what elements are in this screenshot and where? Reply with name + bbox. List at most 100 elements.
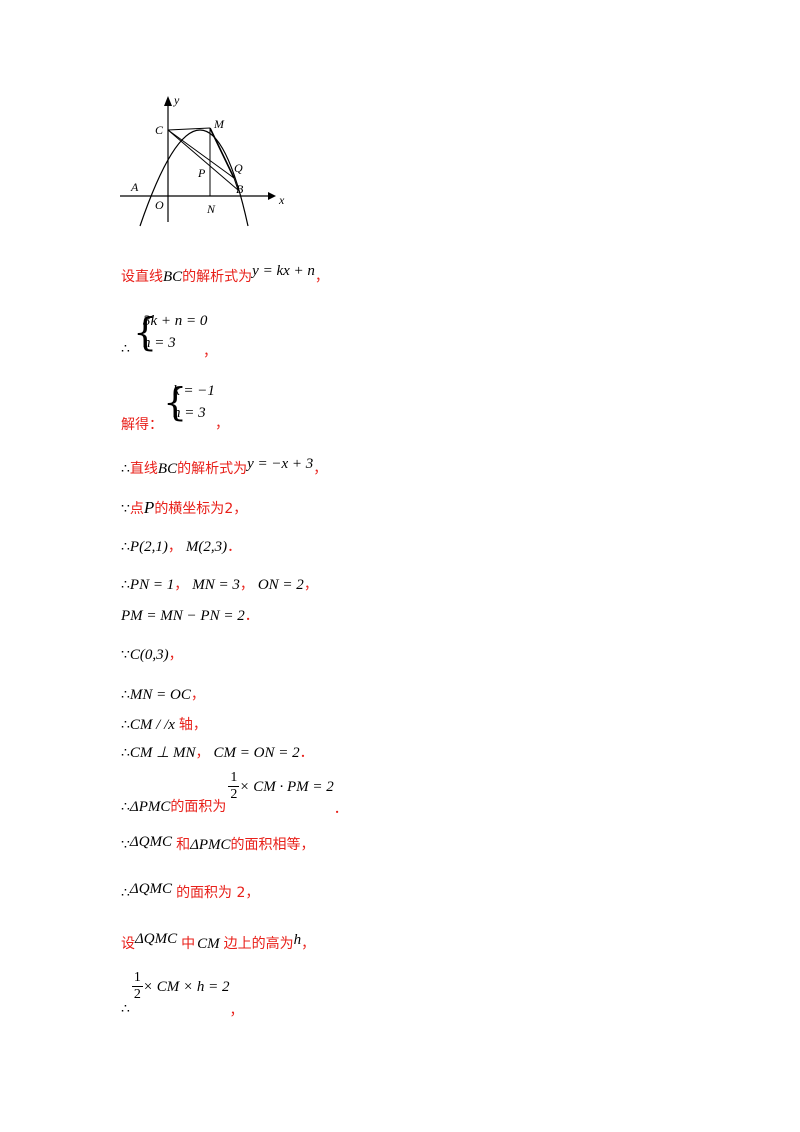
punct: ， [301, 936, 316, 952]
therefore-symbol: ∴ [121, 745, 130, 761]
text: 设 [121, 936, 135, 952]
text: 的面积为 2， [176, 885, 260, 901]
text: 的面积为 [170, 799, 227, 815]
punct: ． [299, 745, 314, 761]
math: ΔQMC [129, 881, 173, 897]
math: PM = MN − PN = 2 [121, 608, 245, 624]
text: 解得： [121, 417, 163, 433]
label-c: C [155, 123, 164, 137]
line-15: ∴ΔQMC 的面积为 2， [121, 881, 260, 902]
therefore-symbol: ∴ [121, 799, 130, 815]
text: 中 [181, 936, 196, 952]
equation: 3k + n = 0 [143, 313, 208, 329]
punct: ． [227, 539, 242, 555]
line-4: ∴直线BC的解析式为y = −x + 3， [121, 456, 328, 478]
therefore-symbol: ∴ [121, 1001, 130, 1017]
line-10: ∴MN = OC， [121, 684, 205, 704]
punct: ， [167, 539, 182, 555]
brace: { [163, 380, 188, 424]
punct: ， [195, 745, 210, 761]
math: CM = ON = 2 [213, 745, 300, 761]
fraction-denominator: 2 [230, 787, 238, 802]
math: y = −x + 3 [247, 456, 314, 472]
math: CM ⊥ MN [129, 745, 196, 761]
text: 设直线 [121, 269, 163, 285]
math: PN = 1 [129, 577, 175, 593]
text: 的解析式为 [177, 461, 248, 477]
line-13: ∴ΔPMC的面积为 1 2 × CM · PM = 2 ． [121, 770, 348, 817]
math: MN = OC [129, 687, 191, 703]
text: 直线 [129, 461, 158, 477]
math: ΔPMC [190, 837, 231, 853]
label-n: N [206, 202, 216, 216]
text: 轴， [178, 717, 207, 733]
label-q: Q [234, 161, 243, 175]
segment-cq [167, 129, 235, 179]
segment-qb [233, 177, 239, 191]
line-7: ∴PN = 1， MN = 3， ON = 2， [121, 574, 318, 594]
label-o: O [155, 198, 164, 212]
punct: ， [303, 577, 318, 593]
math: BC [163, 269, 183, 285]
equation: n = 3 [143, 335, 176, 351]
punct: ， [174, 577, 189, 593]
segment-mq [209, 127, 235, 179]
punct: ， [314, 269, 329, 285]
text: 2， [224, 501, 248, 517]
math: × CM · PM = 2 [239, 779, 334, 795]
line-5: ∵点P的横坐标为2， [121, 498, 247, 518]
line-9: ∵C(0,3)， [121, 644, 183, 664]
because-symbol: ∵ [121, 501, 130, 517]
because-symbol: ∵ [121, 837, 130, 853]
therefore-symbol: ∴ [121, 461, 130, 477]
label-b: B [236, 182, 244, 196]
y-axis-arrow [164, 96, 172, 106]
label-a: A [130, 180, 139, 194]
math: ON = 2 [257, 577, 304, 593]
label-y: y [173, 93, 180, 107]
math: × CM × h = 2 [142, 979, 230, 995]
punct: ， [190, 687, 205, 703]
therefore-symbol: ∴ [121, 539, 130, 555]
fraction-numerator: 1 [131, 970, 143, 987]
line-12: ∴CM ⊥ MN， CM = ON = 2． [121, 742, 314, 762]
punct: ． [244, 608, 259, 624]
line-3: 解得： { k = −1 n = 3 ， [121, 380, 321, 433]
segment-cb [167, 129, 239, 191]
line-14: ∵ΔQMC 和ΔPMC的面积相等， [121, 834, 315, 854]
fraction-denominator: 2 [133, 987, 141, 1002]
label-p: P [197, 166, 206, 180]
math: BC [157, 461, 178, 477]
brace: { [133, 310, 158, 354]
math: C(0,3) [129, 647, 169, 663]
math: CM / /x [129, 717, 175, 733]
math: ΔPMC [129, 799, 171, 815]
punct: ， [203, 344, 217, 360]
punct: ， [215, 416, 229, 432]
because-symbol: ∵ [121, 647, 130, 663]
parabola-figure: y x C M Q P A B O N [120, 93, 285, 227]
therefore-symbol: ∴ [121, 717, 130, 733]
equation: k = −1 [173, 383, 215, 399]
therefore-symbol: ∴ [121, 885, 130, 901]
line-6: ∴P(2,1)， M(2,3)． [121, 536, 241, 556]
math: CM [197, 936, 220, 952]
line-1: 设直线BC的解析式为y = kx + n， [121, 263, 329, 286]
text: 的横坐标为 [154, 501, 225, 517]
parabola-curve [139, 129, 249, 227]
text: 的面积相等， [230, 837, 315, 853]
therefore-symbol: ∴ [121, 577, 130, 593]
math: ΔQMC [135, 931, 178, 947]
math: P(2,1) [129, 539, 168, 555]
math: y = kx + n [252, 263, 315, 279]
punct: ， [313, 461, 328, 477]
math: h [293, 932, 302, 948]
fraction-numerator: 1 [228, 770, 240, 787]
math: P [143, 498, 155, 517]
text: 和 [176, 837, 191, 853]
punct: ， [168, 647, 183, 663]
segment-cm [167, 127, 211, 131]
text: 点 [129, 501, 144, 517]
